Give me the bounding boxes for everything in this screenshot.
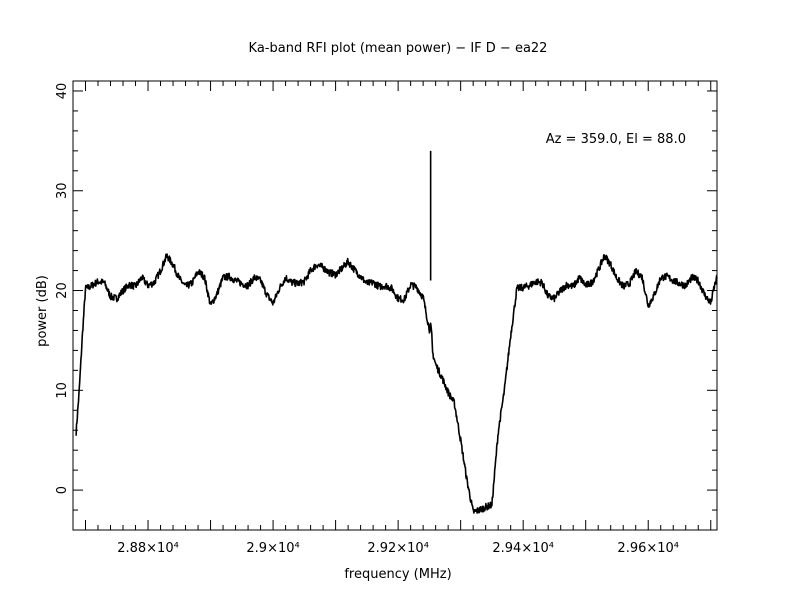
x-axis-label: frequency (MHz) [344, 567, 451, 582]
x-tick-label: 2.9×10⁴ [246, 541, 299, 556]
y-tick-label: 30 [55, 182, 70, 199]
az-el-annotation: Az = 359.0, El = 88.0 [546, 132, 686, 147]
power-trace [75, 253, 718, 514]
x-tick-label: 2.88×10⁴ [117, 541, 179, 556]
x-tick-label: 2.96×10⁴ [617, 541, 679, 556]
x-tick-label: 2.94×10⁴ [492, 541, 554, 556]
chart-title: Ka-band RFI plot (mean power) − IF D − e… [249, 41, 548, 56]
y-tick-label: 20 [55, 282, 70, 299]
y-axis-label: power (dB) [35, 275, 50, 347]
y-tick-label: 40 [55, 83, 70, 100]
data-series [75, 150, 718, 514]
plot-frame [72, 80, 718, 531]
y-tick-label: 0 [55, 486, 70, 494]
x-tick-label: 2.92×10⁴ [367, 541, 429, 556]
axis-ticks [72, 81, 717, 531]
axis-tick-labels: 2.88×10⁴ 2.9×10⁴ 2.92×10⁴ 2.94×10⁴ 2.96×10⁴ 0… [55, 83, 679, 556]
y-tick-label: 10 [55, 382, 70, 399]
